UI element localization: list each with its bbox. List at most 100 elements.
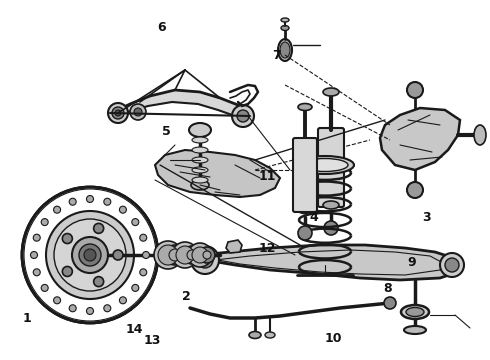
Circle shape	[169, 249, 181, 261]
Circle shape	[176, 246, 194, 264]
Circle shape	[158, 245, 178, 265]
Circle shape	[69, 305, 76, 312]
Ellipse shape	[192, 157, 208, 163]
Text: 14: 14	[126, 323, 144, 336]
Circle shape	[104, 198, 111, 205]
Ellipse shape	[296, 156, 354, 174]
Ellipse shape	[323, 88, 339, 96]
Circle shape	[87, 307, 94, 315]
Circle shape	[187, 250, 197, 260]
Ellipse shape	[192, 137, 208, 143]
Circle shape	[46, 211, 134, 299]
Polygon shape	[226, 240, 242, 253]
Polygon shape	[155, 150, 280, 197]
Circle shape	[53, 206, 61, 213]
Text: 3: 3	[422, 211, 431, 224]
Circle shape	[30, 252, 38, 258]
Circle shape	[62, 234, 73, 244]
Circle shape	[201, 256, 209, 264]
Circle shape	[407, 82, 423, 98]
Text: 13: 13	[143, 334, 161, 347]
Ellipse shape	[401, 305, 429, 319]
Ellipse shape	[474, 125, 486, 145]
Ellipse shape	[192, 147, 208, 153]
Ellipse shape	[302, 158, 348, 171]
Circle shape	[183, 246, 201, 264]
Circle shape	[62, 266, 73, 276]
FancyBboxPatch shape	[293, 138, 317, 212]
Circle shape	[232, 105, 254, 127]
Ellipse shape	[281, 26, 289, 31]
Circle shape	[384, 297, 396, 309]
Text: 1: 1	[23, 312, 31, 325]
Circle shape	[120, 297, 126, 304]
Circle shape	[94, 276, 104, 287]
Circle shape	[94, 223, 104, 233]
Circle shape	[324, 221, 338, 235]
Text: 4: 4	[309, 211, 318, 224]
Ellipse shape	[323, 201, 339, 209]
Circle shape	[203, 251, 211, 259]
FancyBboxPatch shape	[318, 128, 344, 207]
Circle shape	[440, 253, 464, 277]
Circle shape	[41, 284, 48, 291]
Circle shape	[120, 206, 126, 213]
Circle shape	[298, 226, 312, 240]
Circle shape	[33, 234, 40, 241]
Circle shape	[191, 246, 219, 274]
Ellipse shape	[406, 307, 424, 316]
Circle shape	[192, 247, 208, 263]
Ellipse shape	[298, 104, 312, 111]
Circle shape	[188, 243, 212, 267]
Circle shape	[132, 284, 139, 291]
Circle shape	[115, 110, 121, 116]
Circle shape	[113, 250, 123, 260]
Circle shape	[140, 269, 147, 276]
Circle shape	[445, 258, 459, 272]
Text: 6: 6	[157, 21, 166, 33]
Text: 5: 5	[162, 125, 171, 138]
Text: 8: 8	[383, 282, 392, 294]
Circle shape	[79, 244, 101, 266]
Circle shape	[199, 247, 215, 263]
Circle shape	[140, 234, 147, 241]
Circle shape	[154, 241, 182, 269]
Circle shape	[165, 245, 185, 265]
Ellipse shape	[189, 123, 211, 137]
Ellipse shape	[404, 326, 426, 334]
Circle shape	[41, 219, 48, 226]
Text: 12: 12	[258, 242, 276, 255]
Circle shape	[407, 182, 423, 198]
Ellipse shape	[192, 167, 208, 173]
Circle shape	[54, 219, 126, 291]
Circle shape	[197, 252, 213, 268]
Polygon shape	[380, 108, 460, 170]
Ellipse shape	[249, 332, 261, 338]
Ellipse shape	[281, 18, 289, 22]
Ellipse shape	[280, 42, 290, 58]
Circle shape	[69, 198, 76, 205]
Circle shape	[22, 187, 158, 323]
Text: 10: 10	[324, 332, 342, 345]
Ellipse shape	[192, 177, 208, 183]
Ellipse shape	[191, 180, 209, 190]
Circle shape	[87, 195, 94, 202]
Circle shape	[53, 297, 61, 304]
Polygon shape	[200, 245, 460, 280]
Circle shape	[72, 237, 108, 273]
Circle shape	[132, 219, 139, 226]
Circle shape	[112, 107, 124, 119]
Circle shape	[104, 305, 111, 312]
Text: 11: 11	[258, 170, 276, 183]
Ellipse shape	[265, 332, 275, 338]
Circle shape	[84, 249, 96, 261]
Polygon shape	[118, 90, 248, 120]
Circle shape	[108, 103, 128, 123]
Circle shape	[237, 110, 249, 122]
Circle shape	[172, 242, 198, 268]
Circle shape	[134, 108, 142, 116]
Circle shape	[143, 252, 149, 258]
Text: 2: 2	[182, 291, 191, 303]
Circle shape	[130, 104, 146, 120]
Text: 9: 9	[407, 256, 416, 269]
